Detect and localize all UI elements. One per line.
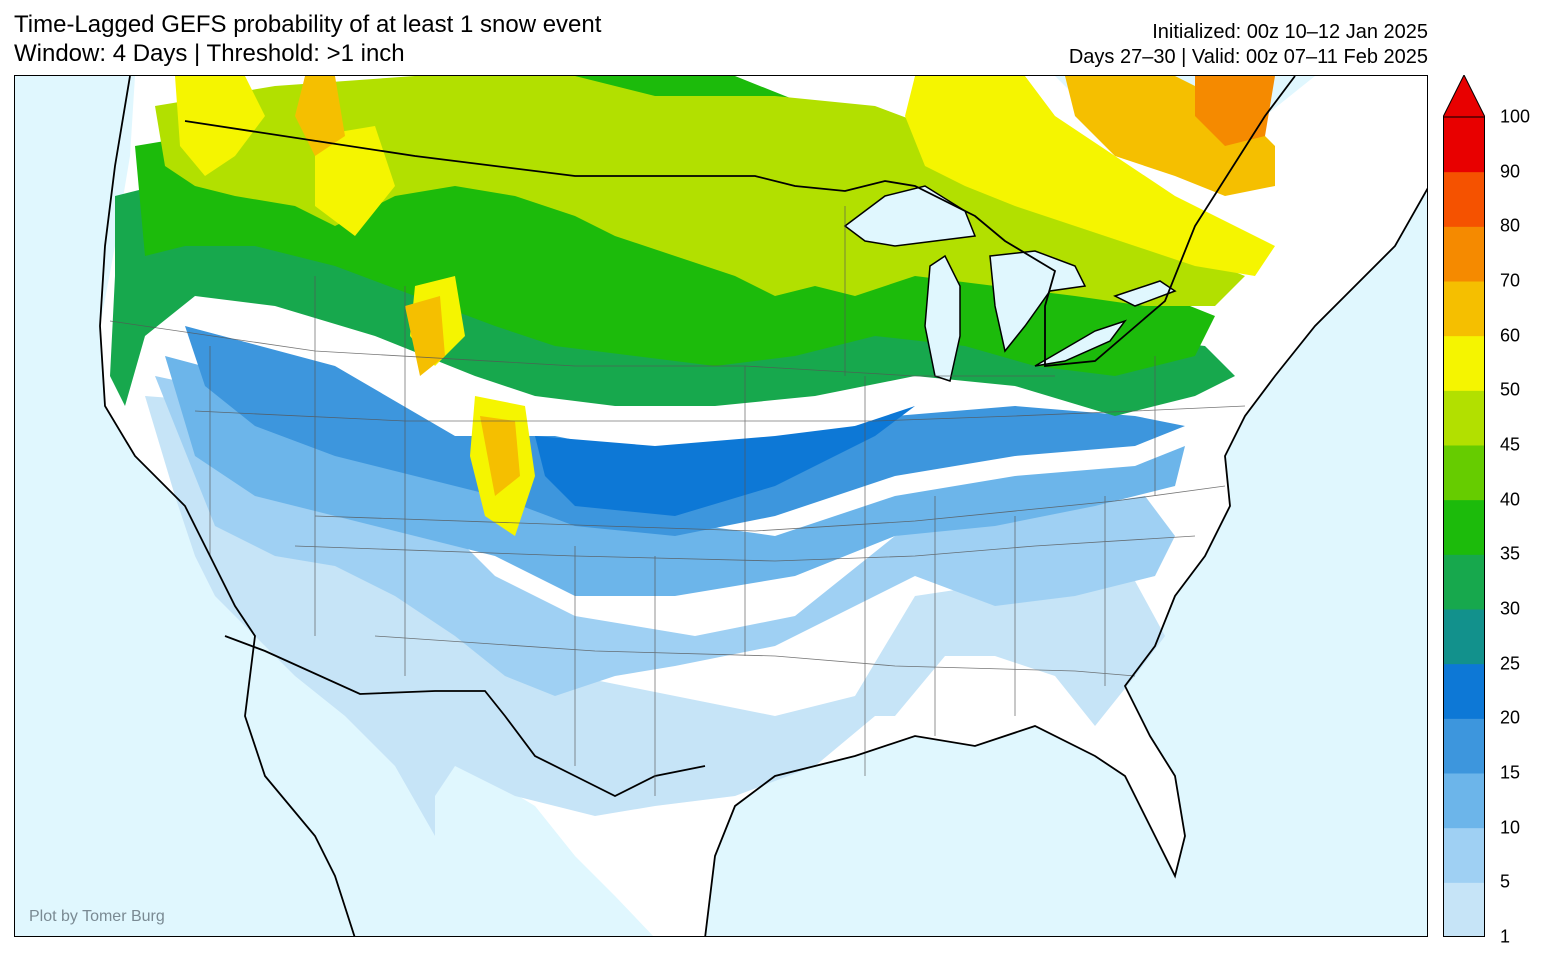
canada-border	[184, 76, 1296, 367]
colorbar-segment	[1443, 281, 1485, 337]
run-info: Initialized: 00z 10–12 Jan 2025 Days 27–…	[1069, 20, 1428, 70]
title-line-2: Window: 4 Days | Threshold: >1 inch	[14, 40, 405, 67]
lake-ontario	[1113, 280, 1177, 307]
plot-credit: Plot by Tomer Burg	[29, 908, 165, 925]
probability-map: Plot by Tomer Burg	[14, 75, 1428, 937]
lake-erie	[1034, 319, 1128, 367]
colorbar-labels: 1 5 10 15 20 25 30 35 40 45 50 60 70 80 90 100	[1500, 0, 1550, 963]
colorbar-tick-label: 60	[1500, 325, 1521, 346]
colorbar-tick-label: 45	[1500, 434, 1521, 455]
colorbar-tick-label: 35	[1500, 543, 1521, 564]
colorbar-border	[1443, 116, 1485, 937]
colorbar-tick-label: 50	[1500, 379, 1521, 400]
lake-michigan	[924, 254, 961, 382]
colorbar-segment	[1443, 663, 1485, 719]
colorbar-tick-label: 20	[1500, 707, 1521, 728]
colorbar-segment	[1443, 171, 1485, 227]
colorbar-segment	[1443, 390, 1485, 446]
colorbar-tick-label: 30	[1500, 598, 1521, 619]
colorbar-segment	[1443, 827, 1485, 883]
title-line-1: Time-Lagged GEFS probability of at least…	[14, 11, 602, 38]
colorbar-segment	[1443, 773, 1485, 829]
colorbar-tick-label: 10	[1500, 817, 1521, 838]
colorbar-segment	[1443, 882, 1485, 937]
initialized-text: Initialized: 00z 10–12 Jan 2025	[1152, 21, 1428, 43]
colorbar-tick-label: 100	[1500, 106, 1531, 127]
colorbar-tick-label: 80	[1500, 215, 1521, 236]
band-70-80	[1195, 76, 1275, 146]
colorbar-segment	[1443, 554, 1485, 610]
band-40-50	[155, 76, 1245, 306]
colorbar-tick-label: 25	[1500, 653, 1521, 674]
colorbar-segment	[1443, 335, 1485, 391]
mexico-border	[224, 635, 706, 798]
band-60-70	[295, 76, 1275, 496]
coastline	[99, 76, 1427, 936]
colorbar-segment	[1443, 117, 1485, 173]
colorbar-tick-label: 5	[1500, 871, 1511, 892]
state-borders	[109, 206, 1246, 796]
colorbar-segment	[1443, 718, 1485, 774]
valid-text: Days 27–30 | Valid: 00z 07–11 Feb 2025	[1068, 46, 1428, 68]
colorbar-segment	[1443, 445, 1485, 501]
colorbar-tick-label: 40	[1500, 489, 1521, 510]
colorbar-tick-label: 90	[1500, 161, 1521, 182]
map-canvas	[15, 76, 1427, 936]
colorbar-segment	[1443, 226, 1485, 282]
band-50-60	[175, 76, 1275, 536]
band-20-25	[535, 406, 915, 516]
chart-title: Time-Lagged GEFS probability of at least…	[14, 10, 601, 68]
colorbar-extend-arrow	[1443, 75, 1485, 118]
colorbar-tick-label: 15	[1500, 762, 1521, 783]
colorbar-segment	[1443, 609, 1485, 665]
colorbar-segment	[1443, 499, 1485, 555]
colorbar-tick-label: 1	[1500, 926, 1511, 947]
lake-superior	[843, 185, 977, 247]
colorbar-tick-label: 70	[1500, 270, 1521, 291]
colorbar	[1443, 75, 1485, 937]
band-10-15	[165, 356, 1185, 596]
